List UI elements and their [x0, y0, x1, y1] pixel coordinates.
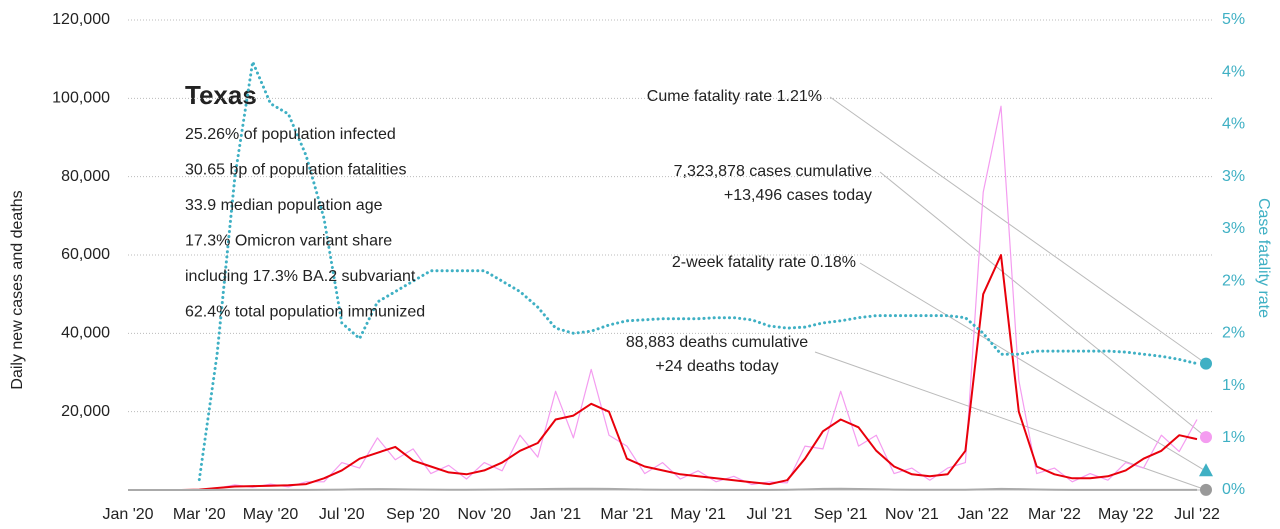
series-line: [128, 254, 1198, 491]
x-tick-label: Mar '20: [173, 506, 226, 523]
x-tick-label: Jul '21: [747, 506, 793, 523]
y2-tick-label: 4%: [1222, 116, 1245, 133]
annotation-text: 88,883 deaths cumulative: [626, 334, 808, 351]
end-marker: [1200, 357, 1212, 370]
series-line: [197, 60, 1199, 482]
y-tick-label: 80,000: [61, 168, 110, 185]
annotation-text: Cume fatality rate 1.21%: [647, 88, 822, 105]
panel-line: 33.9 median population age: [185, 197, 383, 214]
leader-line: [829, 96, 1207, 365]
y2-tick-label: 1%: [1222, 377, 1245, 394]
y-tick-label: 120,000: [52, 11, 110, 28]
panel-line: 62.4% total population immunized: [185, 304, 425, 321]
annotation-text: 2-week fatality rate 0.18%: [672, 254, 856, 271]
y2-tick-label: 3%: [1222, 220, 1245, 237]
y2-tick-label: 2%: [1222, 272, 1245, 289]
x-tick-label: Sep '20: [386, 506, 440, 523]
panel-line: 30.65 bp of population fatalities: [185, 162, 407, 179]
x-tick-label: Jan '22: [958, 506, 1009, 523]
y-tick-label: 100,000: [52, 90, 110, 107]
y2-tick-label: 0%: [1222, 481, 1245, 498]
x-tick-label: May '20: [243, 506, 299, 523]
annotation-text: +24 deaths today: [655, 358, 778, 375]
y-axis-label: Daily new cases and deaths: [9, 190, 26, 389]
y2-tick-label: 4%: [1222, 63, 1245, 80]
x-tick-label: Mar '22: [1028, 506, 1081, 523]
leader-line: [879, 171, 1207, 438]
end-marker: [1200, 483, 1212, 496]
y2-tick-label: 2%: [1222, 325, 1245, 342]
series-line: [128, 105, 1198, 491]
leader-line: [859, 262, 1207, 472]
x-tick-label: Nov '20: [457, 506, 511, 523]
x-tick-label: Jul '22: [1174, 506, 1220, 523]
y-tick-label: 20,000: [61, 403, 110, 420]
y2-tick-label: 3%: [1222, 168, 1245, 185]
x-tick-label: Nov '21: [885, 506, 939, 523]
annotation-text: 7,323,878 cases cumulative: [674, 163, 872, 180]
y2-axis-label: Case fatality rate: [1255, 198, 1272, 318]
end-marker: [1199, 463, 1213, 477]
y2-tick-label: 1%: [1222, 429, 1245, 446]
annotation-text: +13,496 cases today: [724, 187, 872, 204]
x-tick-label: May '22: [1098, 506, 1154, 523]
x-tick-label: Jul '20: [319, 506, 365, 523]
y-tick-label: 60,000: [61, 246, 110, 263]
end-marker: [1200, 431, 1212, 444]
x-tick-label: Mar '21: [600, 506, 653, 523]
panel-line: 17.3% Omicron variant share: [185, 233, 392, 250]
y2-tick-label: 5%: [1222, 11, 1245, 28]
series-line: [128, 487, 1197, 491]
x-tick-label: Jan '21: [530, 506, 581, 523]
x-tick-label: Jan '20: [102, 506, 153, 523]
leader-line: [814, 351, 1207, 491]
x-tick-label: May '21: [670, 506, 726, 523]
x-tick-label: Sep '21: [814, 506, 868, 523]
panel-line: 25.26% of population infected: [185, 126, 396, 143]
y-tick-label: 40,000: [61, 325, 110, 342]
panel-line: including 17.3% BA.2 subvariant: [185, 268, 416, 285]
